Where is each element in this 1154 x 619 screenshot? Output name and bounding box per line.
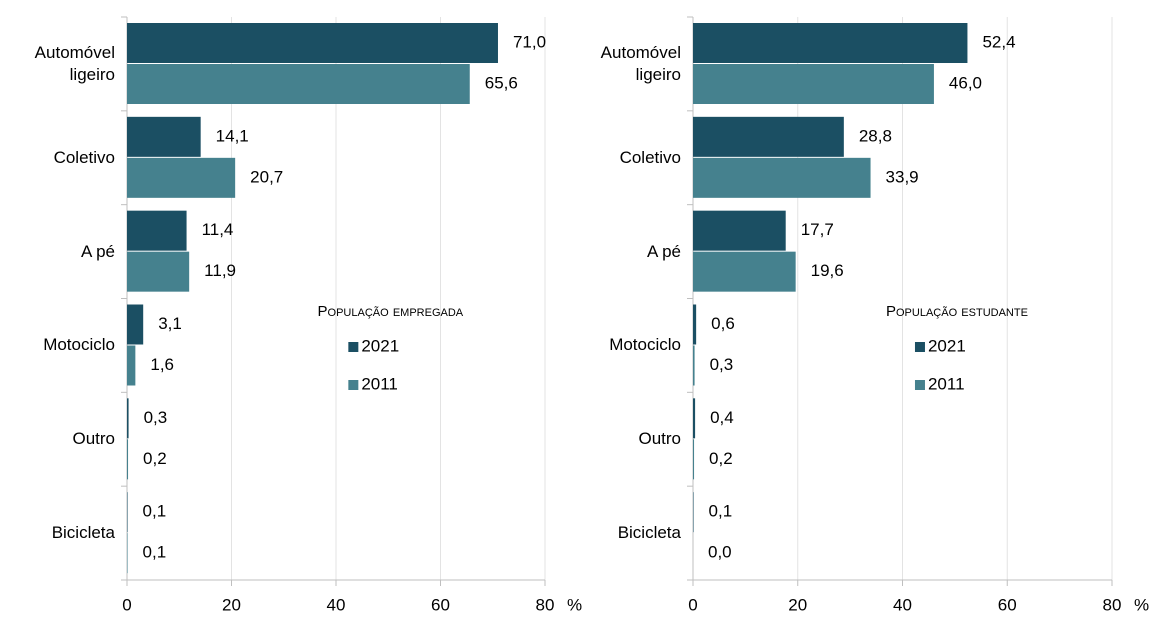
value-label: 0,0 [708,543,732,562]
value-label: 0,1 [143,543,167,562]
x-tick-label: 60 [431,595,450,614]
value-label: 28,8 [859,126,892,145]
x-tick-label: 20 [222,595,241,614]
value-label: 17,7 [801,220,834,239]
bar [693,23,968,63]
legend-swatch [914,380,925,390]
x-tick-label: 80 [536,595,555,614]
category-label: Bicicleta [617,523,681,543]
x-tick-label: 40 [893,595,912,614]
value-label: 0,3 [710,355,734,374]
bar [693,64,934,104]
legend-swatch [348,380,359,390]
x-tick-label: 20 [788,595,807,614]
category-label: Coletivo [53,147,115,167]
bar [127,64,470,104]
value-label: 33,9 [886,167,919,186]
bar [693,116,844,157]
x-tick-label: 0 [122,595,131,614]
bar [693,439,695,480]
legend-label: 2011 [361,374,398,393]
category-label: Motociclo [609,335,681,355]
value-label: 71,0 [513,32,546,51]
legend-label: 2011 [928,374,965,393]
category-label: Motociclo [43,335,115,355]
value-label: 19,6 [811,261,844,280]
legend-label: 2021 [928,336,966,355]
x-tick-label: 60 [998,595,1017,614]
value-label: 0,4 [710,408,734,427]
value-label: 14,1 [216,126,249,145]
bar [127,210,187,251]
bar [693,492,694,533]
bar [127,251,190,292]
value-label: 0,2 [143,449,167,468]
value-label: 20,7 [250,167,283,186]
value-label: 46,0 [949,73,982,92]
legend-title: População empregada [318,303,464,320]
bar [693,398,696,439]
bar [693,157,871,198]
bar [127,304,144,345]
value-label: 0,3 [144,408,168,427]
bar [693,304,697,345]
value-label: 65,6 [485,73,518,92]
category-label: Outro [638,429,681,449]
value-label: 52,4 [982,32,1015,51]
value-label: 0,6 [711,314,735,333]
x-tick-label: 0 [688,595,697,614]
x-axis-label: % [567,595,582,614]
bar [693,210,786,251]
bar [127,23,498,63]
category-label: A pé [646,241,681,261]
bar [127,345,136,386]
bar [127,439,129,480]
legend-swatch [914,342,925,352]
value-label: 0,1 [143,502,167,521]
value-label: 0,2 [709,449,733,468]
category-label: Automóvel ligeiro [34,42,115,84]
bar [127,492,128,533]
bar [127,116,201,157]
legend-label: 2021 [361,336,399,355]
x-tick-label: 80 [1103,595,1122,614]
legend-swatch [348,342,359,352]
category-label: Automóvel ligeiro [600,42,681,84]
value-label: 3,1 [158,314,182,333]
x-tick-label: 40 [327,595,346,614]
bar [693,251,796,292]
category-label: Bicicleta [51,523,115,543]
bar [127,533,128,574]
value-label: 11,4 [202,220,234,239]
value-label: 1,6 [150,355,174,374]
bar [693,345,695,386]
value-label: 0,1 [709,502,733,521]
value-label: 11,9 [204,261,236,280]
bar [127,398,129,439]
category-label: Coletivo [619,147,681,167]
category-label: Outro [72,429,115,449]
x-axis-label: % [1134,595,1149,614]
legend-title: População estudante [886,303,1028,320]
category-label: A pé [80,241,115,261]
bar [127,157,236,198]
